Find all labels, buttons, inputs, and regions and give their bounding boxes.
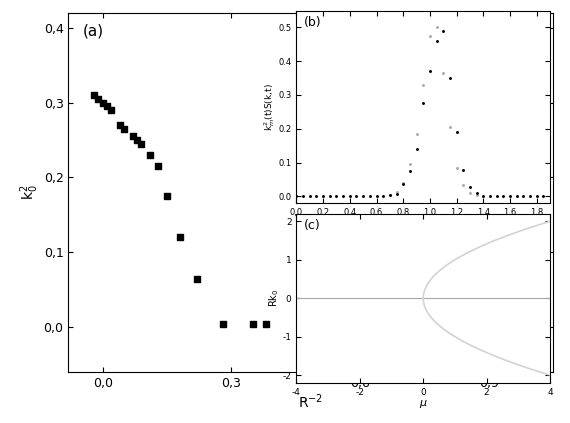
Point <box>486 192 495 199</box>
Point <box>94 96 103 102</box>
Point <box>475 320 484 327</box>
Point <box>218 320 227 327</box>
Point <box>345 193 355 200</box>
Point <box>299 193 308 200</box>
X-axis label: R$^{-2}$: R$^{-2}$ <box>298 393 323 412</box>
Point <box>459 182 468 189</box>
Point <box>445 75 454 82</box>
Point <box>128 133 137 140</box>
Point <box>398 179 408 186</box>
Point <box>356 320 365 327</box>
Point <box>420 137 429 143</box>
Point <box>479 192 488 199</box>
Point <box>439 70 448 77</box>
Point <box>445 124 454 130</box>
Text: (a): (a) <box>83 23 104 38</box>
Point <box>98 99 107 106</box>
Point <box>512 193 521 200</box>
Point <box>472 190 481 197</box>
Point <box>132 137 141 143</box>
Point <box>506 193 515 200</box>
Point <box>356 110 365 117</box>
Point <box>365 193 374 200</box>
Point <box>472 192 481 199</box>
Point <box>475 185 484 192</box>
Point <box>425 68 434 75</box>
Point <box>385 191 394 198</box>
Point <box>439 27 448 34</box>
Point <box>452 129 461 135</box>
Point <box>398 181 408 188</box>
Point <box>193 275 202 282</box>
X-axis label: k/k$_m$(t): k/k$_m$(t) <box>406 218 440 232</box>
Point <box>120 125 129 132</box>
Point <box>527 320 536 327</box>
Point <box>176 234 185 241</box>
Y-axis label: k$_0^2$: k$_0^2$ <box>18 184 41 201</box>
Point <box>452 164 461 171</box>
Point <box>312 193 321 200</box>
Point <box>499 193 508 200</box>
X-axis label: $\mu$: $\mu$ <box>419 398 428 410</box>
Point <box>465 184 474 190</box>
Point <box>248 320 257 327</box>
Point <box>420 320 429 327</box>
Point <box>137 140 146 147</box>
Point <box>392 189 401 195</box>
Point <box>162 193 172 200</box>
Point <box>372 192 381 199</box>
Point <box>405 168 414 174</box>
Point <box>539 193 548 200</box>
Point <box>359 193 368 200</box>
Point <box>432 38 441 44</box>
Point <box>492 193 501 200</box>
Point <box>107 107 116 113</box>
Point <box>145 151 154 158</box>
Point <box>261 320 270 327</box>
Point <box>385 192 394 198</box>
Y-axis label: Rk$_0$: Rk$_0$ <box>267 289 281 308</box>
Point <box>305 193 314 200</box>
Point <box>459 167 468 173</box>
Point <box>432 24 441 31</box>
Point <box>519 193 528 200</box>
Point <box>319 193 328 200</box>
Point <box>339 193 348 200</box>
Point <box>532 193 541 200</box>
Point <box>378 192 388 199</box>
Point <box>304 58 313 65</box>
Point <box>412 130 421 137</box>
Point <box>418 82 428 88</box>
Point <box>405 161 414 168</box>
Point <box>465 190 474 196</box>
Point <box>352 193 361 200</box>
Point <box>412 146 421 152</box>
Point <box>425 33 434 39</box>
Point <box>332 193 341 200</box>
Point <box>526 193 535 200</box>
Y-axis label: k$^2_m$(t)S(k,t): k$^2_m$(t)S(k,t) <box>262 83 277 131</box>
Point <box>392 191 401 198</box>
Point <box>418 100 428 107</box>
Point <box>292 193 301 200</box>
Point <box>154 163 163 170</box>
Point <box>103 103 112 110</box>
Point <box>115 122 124 129</box>
Point <box>89 92 99 99</box>
Text: (b): (b) <box>304 16 321 29</box>
Text: (c): (c) <box>304 219 321 232</box>
Point <box>325 193 335 200</box>
